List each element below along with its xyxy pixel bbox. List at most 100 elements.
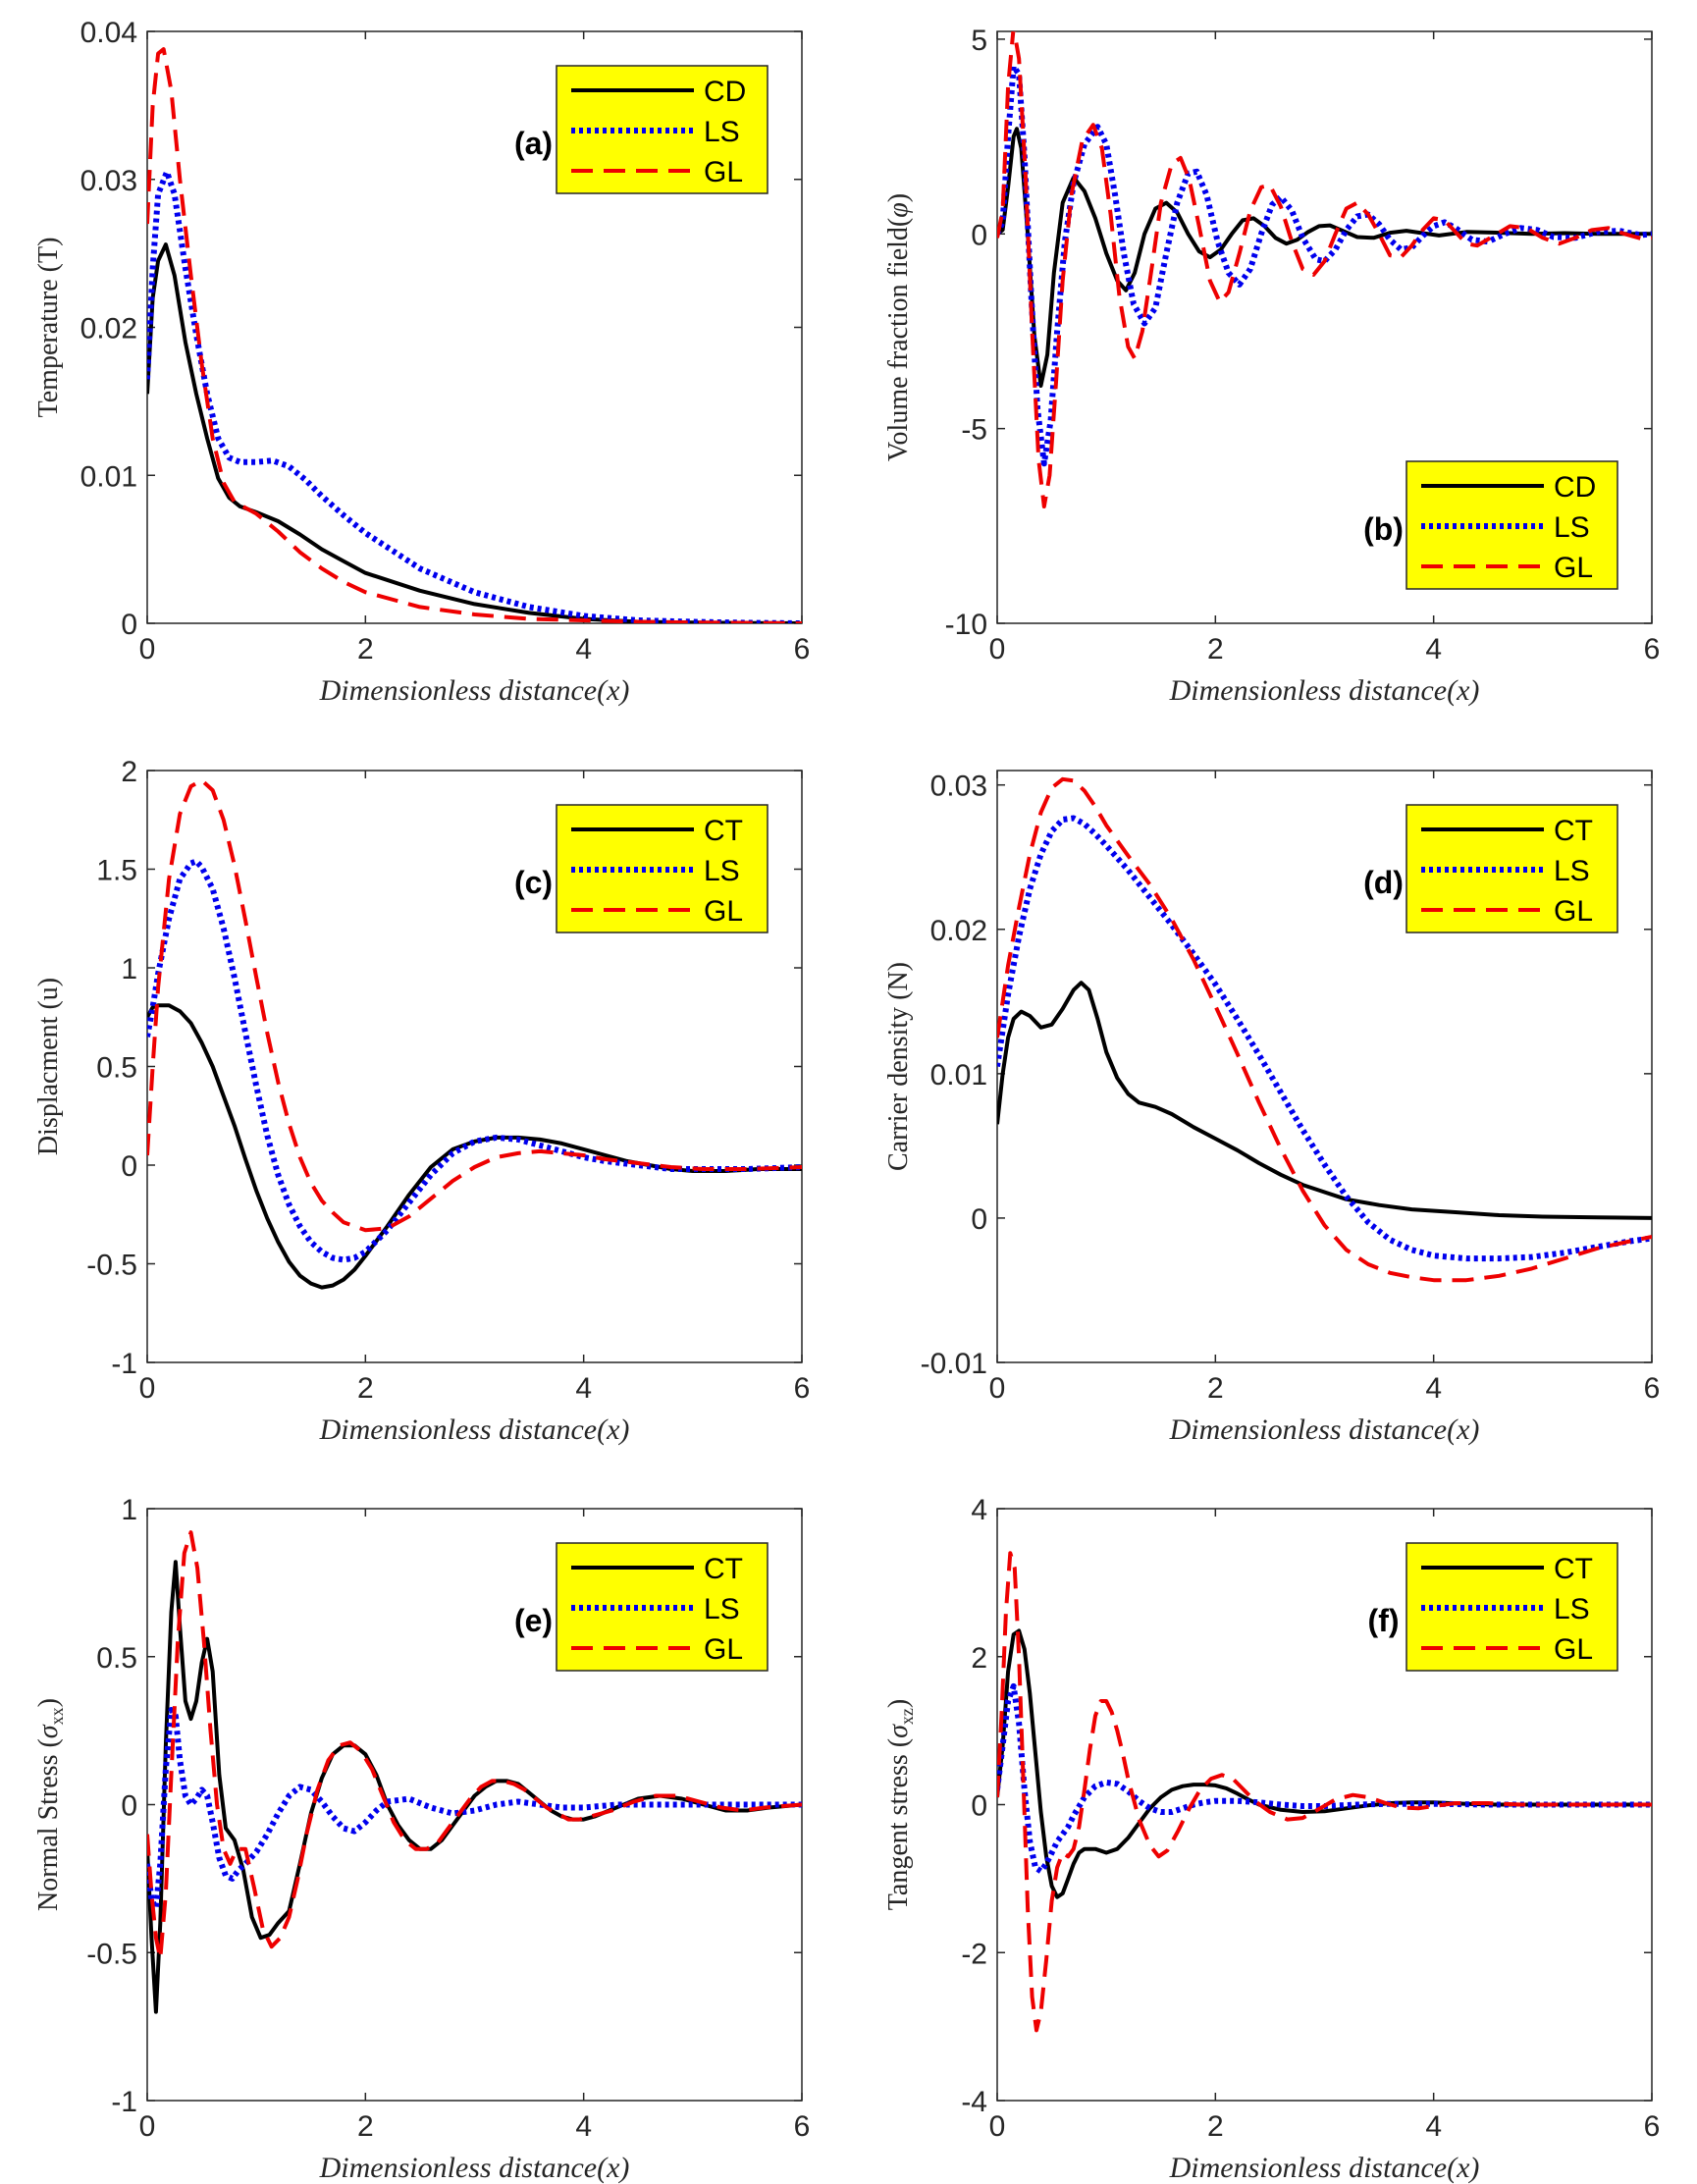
legend: CT LS GL — [556, 804, 769, 933]
panel-f: 0 2 4 6 -4 -2 0 2 4 Dimensionless distance(x) Tang… — [883, 1494, 1660, 2184]
series-line-gl — [997, 31, 1652, 508]
y-tick-label: 0.03 — [930, 771, 987, 803]
y-tick-label: 0.04 — [80, 17, 137, 49]
y-tick-label: 5 — [971, 25, 987, 57]
legend: CD LS GL — [556, 65, 769, 194]
x-tick-label: 0 — [139, 633, 156, 666]
x-tick-label: 0 — [989, 1372, 1006, 1405]
x-tick-label: 4 — [1425, 1372, 1442, 1405]
legend-label-ct: CT — [704, 1553, 743, 1585]
panel-tag: (d) — [1363, 865, 1404, 900]
y-tick-label: -0.5 — [86, 1250, 137, 1282]
legend-label-ls: LS — [1554, 1593, 1590, 1625]
series-line-ls — [147, 1707, 802, 1911]
y-tick-label: -0.5 — [86, 1938, 137, 1970]
panel-b: 0 2 4 6 -10 -5 0 5 Dimensionless distance(x) Volu… — [883, 25, 1660, 707]
y-tick-label: 4 — [971, 1494, 987, 1526]
y-tick-label: 0.5 — [96, 1642, 137, 1675]
x-axis-label: Dimensionless distance(x) — [319, 1413, 630, 1446]
legend-label-gl: GL — [1554, 895, 1593, 928]
y-tick-label: 0.02 — [80, 313, 137, 346]
y-tick-label: 0 — [971, 1790, 987, 1823]
y-tick-label: -2 — [961, 1938, 987, 1970]
x-tick-label: 4 — [1425, 633, 1442, 666]
y-tick-label: -1 — [111, 1348, 137, 1380]
series-line-gl — [147, 47, 802, 623]
x-tick-label: 0 — [989, 2110, 1006, 2143]
y-tick-label: 2 — [971, 1642, 987, 1675]
y-tick-label: -1 — [111, 2086, 137, 2118]
x-axis-label: Dimensionless distance(x) — [1169, 2152, 1480, 2184]
legend-label-ct: CT — [1554, 1553, 1593, 1585]
y-axis-label: Normal Stress (σxx) — [33, 1698, 67, 1911]
series-group — [997, 776, 1652, 1283]
y-axis-label: Displacment (u) — [33, 978, 64, 1155]
x-axis-label: Dimensionless distance(x) — [319, 2152, 630, 2184]
y-tick-label: -0.01 — [921, 1348, 987, 1380]
legend-label-gl: GL — [704, 895, 743, 928]
series-line-ls — [997, 1682, 1652, 1875]
x-tick-label: 6 — [1644, 633, 1661, 666]
legend-label-cd: CD — [704, 76, 746, 108]
series-group — [147, 778, 802, 1290]
x-tick-label: 2 — [1207, 2110, 1224, 2143]
x-tick-label: 6 — [794, 1372, 811, 1405]
x-tick-label: 2 — [1207, 1372, 1224, 1405]
y-tick-label: 0.02 — [930, 915, 987, 947]
x-tick-label: 6 — [1644, 1372, 1661, 1405]
x-tick-label: 0 — [139, 1372, 156, 1405]
legend: CT LS GL — [1405, 804, 1618, 933]
series-group — [997, 1551, 1652, 2033]
legend-label-ls: LS — [704, 116, 740, 148]
series-group — [997, 31, 1652, 508]
x-tick-label: 4 — [1425, 2110, 1442, 2143]
series-line-gl — [147, 778, 802, 1233]
x-axis-label: Dimensionless distance(x) — [319, 674, 630, 707]
x-tick-label: 4 — [575, 1372, 592, 1405]
legend-label-ct: CT — [1554, 815, 1593, 847]
y-tick-label: 0 — [121, 609, 137, 641]
y-tick-label: 2 — [121, 756, 137, 788]
y-axis-label: Volume fraction field(φ) — [883, 193, 914, 461]
y-tick-label: 1 — [121, 1494, 137, 1526]
x-tick-label: 6 — [794, 2110, 811, 2143]
x-tick-label: 0 — [989, 633, 1006, 666]
panel-c: 0 2 4 6 -1 -0.5 0 0.5 1 1.5 2 Dimensionless distanc… — [33, 756, 810, 1446]
x-tick-label: 2 — [357, 2110, 374, 2143]
x-tick-label: 2 — [357, 633, 374, 666]
legend-label-ls: LS — [1554, 511, 1590, 544]
series-line-ls — [147, 169, 802, 623]
legend-label-gl: GL — [1554, 1633, 1593, 1666]
legend-label-ls: LS — [1554, 855, 1590, 887]
series-group — [147, 1530, 802, 2014]
series-line-ct — [997, 981, 1652, 1220]
legend: CT LS GL — [556, 1542, 769, 1672]
y-tick-label: 1.5 — [96, 855, 137, 887]
panel-a: 0 2 4 6 0 0.01 0.02 0.03 0.04 Dimensionless dista… — [33, 17, 810, 707]
legend: CT LS GL — [1405, 1542, 1618, 1672]
series-line-gl — [147, 1530, 802, 1961]
y-tick-label: 0.03 — [80, 165, 137, 197]
y-tick-label: 0.01 — [930, 1059, 987, 1092]
legend-label-gl: GL — [704, 156, 743, 188]
y-tick-label: -4 — [961, 2086, 987, 2118]
series-line-ls — [147, 858, 802, 1263]
x-tick-label: 4 — [575, 633, 592, 666]
y-tick-label: 0.5 — [96, 1052, 137, 1085]
series-line-ls — [997, 815, 1652, 1262]
legend-label-ls: LS — [704, 855, 740, 887]
legend-label-ls: LS — [704, 1593, 740, 1625]
x-tick-label: 4 — [575, 2110, 592, 2143]
panel-tag: (c) — [514, 865, 553, 900]
x-tick-label: 6 — [1644, 2110, 1661, 2143]
panel-tag: (a) — [514, 126, 553, 161]
legend-label-gl: GL — [704, 1633, 743, 1666]
x-tick-label: 2 — [357, 1372, 374, 1405]
series-line-gl — [997, 776, 1652, 1283]
y-tick-label: 0.01 — [80, 460, 137, 493]
panel-tag: (e) — [514, 1603, 553, 1638]
y-axis-label: Temperature (T) — [33, 238, 64, 418]
x-axis-label: Dimensionless distance(x) — [1169, 1413, 1480, 1446]
